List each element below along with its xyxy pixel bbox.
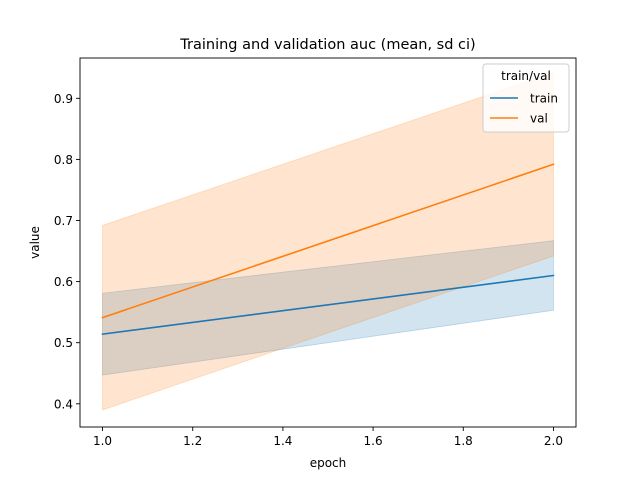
chart-title: Training and validation auc (mean, sd ci… (179, 37, 475, 53)
series-line-train (101, 274, 555, 336)
x-tick-label: 1.0 (93, 434, 112, 448)
legend-title: train/val (501, 69, 551, 83)
y-axis-label: value (28, 226, 42, 259)
y-axis-ticks: 0.4 0.5 0.6 0.7 0.8 0.9 (54, 92, 80, 411)
x-tick-label: 1.6 (364, 434, 383, 448)
x-tick-label: 1.8 (454, 434, 473, 448)
legend-items: train val (490, 92, 558, 126)
legend-label-train: train (530, 92, 558, 106)
legend-label-val: val (530, 112, 548, 126)
x-tick-label: 1.4 (273, 434, 292, 448)
series-lines (101, 163, 555, 336)
x-axis-ticks: 1.0 1.2 1.4 1.6 1.8 2.0 (93, 427, 563, 448)
y-tick-label: 0.6 (54, 275, 73, 289)
legend: train/val train val (482, 63, 570, 133)
legend-box (482, 63, 570, 133)
x-axis-label: epoch (310, 456, 347, 470)
y-tick-label: 0.7 (54, 214, 73, 228)
x-tick-label: 2.0 (544, 434, 563, 448)
plot-frame (79, 57, 577, 428)
x-tick-label: 1.2 (183, 434, 202, 448)
series-line-val (101, 163, 555, 319)
y-tick-label: 0.5 (54, 336, 73, 350)
y-tick-label: 0.4 (54, 397, 73, 411)
y-tick-label: 0.8 (54, 153, 73, 167)
ci-band-train (102, 240, 554, 376)
y-tick-label: 0.9 (54, 92, 73, 106)
